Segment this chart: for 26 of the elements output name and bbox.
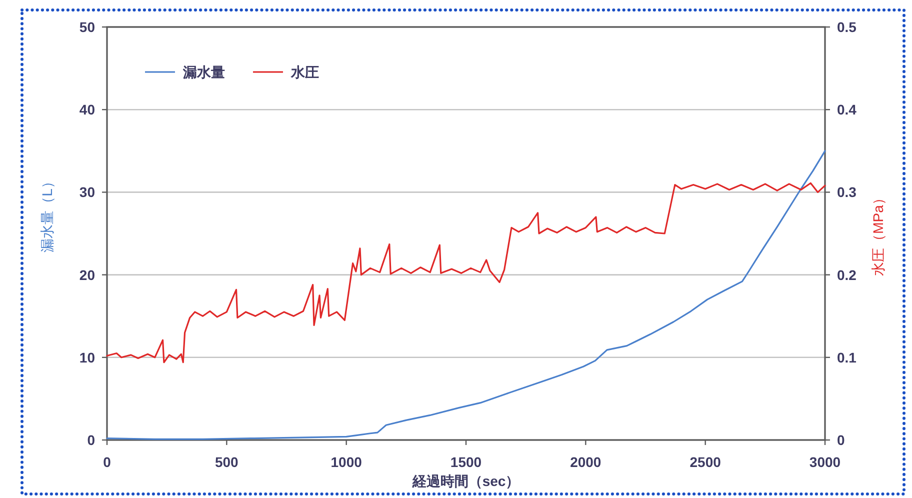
y-tick-label: 10: [79, 349, 96, 366]
x-tick-label: 2500: [690, 454, 722, 470]
y-tick-label: 40: [79, 102, 96, 118]
y-tick-label: 0: [87, 432, 96, 448]
y2-tick-label: 0.1: [837, 349, 857, 366]
y-tick-label: 30: [79, 184, 96, 200]
x-tick-label: 3000: [809, 454, 841, 470]
x-tick-label: 500: [214, 454, 239, 470]
y2-tick-label: 0.4: [837, 102, 857, 118]
y-tick-label: 50: [79, 19, 96, 35]
y2-tick-label: 0.2: [837, 266, 857, 283]
x-axis-title: 経過時間（sec）: [411, 473, 520, 489]
y-axis-title: 漏水量（L）: [39, 174, 55, 252]
legend-label: 水圧: [290, 64, 319, 80]
y2-axis-title: 水圧（MPa）: [870, 191, 886, 276]
y2-tick-label: 0.5: [837, 19, 857, 35]
x-tick-label: 1000: [330, 454, 362, 470]
legend-label: 漏水量: [182, 64, 225, 80]
x-tick-label: 0: [103, 454, 112, 470]
line-series: [106, 182, 826, 364]
x-tick-label: 2000: [570, 454, 602, 470]
line-series: [106, 150, 826, 440]
y2-tick-label: 0: [837, 432, 845, 448]
y2-tick-label: 0.3: [837, 184, 857, 200]
y-tick-label: 20: [79, 266, 96, 283]
x-tick-label: 1500: [450, 454, 482, 470]
